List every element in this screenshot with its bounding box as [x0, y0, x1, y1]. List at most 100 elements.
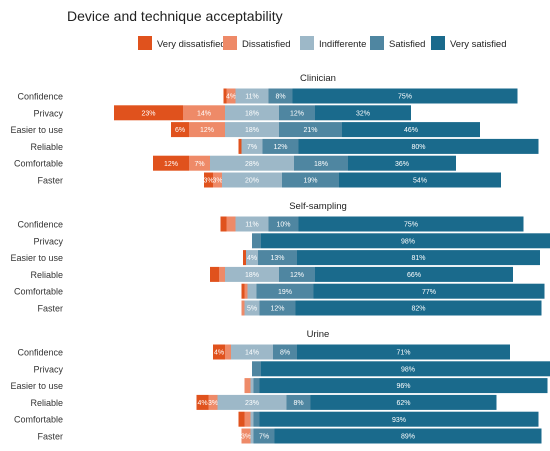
category-label-clinician-confidence: Confidence — [17, 92, 63, 102]
data-label-clinician-comfortable-satisfied: 18% — [314, 161, 328, 168]
bar-urine-comfortable-very-satisfied — [259, 411, 539, 427]
data-label-clinician-confidence-dissatisfied: 4% — [226, 94, 236, 101]
panel-title-urine: Urine — [307, 329, 330, 340]
data-label-self-sampling-comfortable-satisfied: 19% — [278, 289, 292, 296]
bar-clinician-confidence-indifferente — [235, 88, 269, 104]
category-label-clinician-faster: Faster — [37, 176, 63, 186]
data-label-self-sampling-easier-to-use-satisfied: 13% — [270, 255, 284, 262]
data-label-urine-privacy-very-satisfied: 98% — [401, 366, 415, 373]
category-label-clinician-comfortable: Comfortable — [14, 159, 63, 169]
bar-urine-privacy-satisfied — [252, 361, 261, 377]
bar-self-sampling-comfortable-indifferente — [247, 283, 257, 299]
bar-clinician-faster-very-dissatisfied — [204, 172, 213, 188]
category-label-self-sampling-faster: Faster — [37, 304, 63, 314]
data-label-clinician-faster-dissatisfied: 3% — [212, 178, 222, 185]
data-label-self-sampling-faster-satisfied: 12% — [270, 306, 284, 313]
bar-clinician-easier-to-use-dissatisfied — [189, 122, 225, 138]
bar-urine-comfortable-dissatisfied — [244, 411, 251, 427]
data-label-self-sampling-reliable-indifferente: 18% — [245, 272, 259, 279]
bar-clinician-privacy-dissatisfied — [183, 105, 225, 121]
data-label-clinician-easier-to-use-dissatisfied: 12% — [200, 127, 214, 134]
bar-urine-confidence-very-dissatisfied — [213, 344, 225, 360]
bar-urine-faster-very-satisfied — [274, 428, 542, 444]
legend-swatch-very-satisfied — [431, 36, 445, 50]
data-label-urine-faster-satisfied: 7% — [259, 434, 269, 441]
bar-self-sampling-confidence-dissatisfied — [226, 216, 236, 232]
data-label-urine-confidence-very-dissatisfied: 4% — [214, 350, 224, 357]
bar-self-sampling-easier-to-use-satisfied — [258, 250, 297, 266]
bar-clinician-reliable-very-dissatisfied — [238, 138, 242, 154]
bar-urine-reliable-very-satisfied — [310, 394, 497, 410]
category-label-self-sampling-confidence: Confidence — [17, 220, 63, 230]
legend-entry-very-dissatisfied: Very dissatisfied — [157, 39, 226, 50]
data-label-urine-reliable-very-satisfied: 62% — [396, 400, 410, 407]
bar-urine-reliable-dissatisfied — [208, 394, 218, 410]
legend-entry-dissatisfied: Dissatisfied — [242, 39, 291, 50]
bar-urine-easier-to-use-indifferente — [250, 378, 254, 394]
data-label-urine-confidence-satisfied: 8% — [280, 350, 290, 357]
data-label-clinician-privacy-indifferente: 18% — [245, 110, 259, 117]
data-label-clinician-confidence-satisfied: 8% — [275, 94, 285, 101]
data-label-clinician-faster-indifferente: 20% — [245, 178, 259, 185]
bar-clinician-easier-to-use-very-dissatisfied — [171, 122, 189, 138]
data-label-clinician-easier-to-use-very-satisfied: 46% — [404, 127, 418, 134]
bar-clinician-comfortable-satisfied — [294, 155, 348, 171]
data-label-clinician-comfortable-indifferente: 28% — [245, 161, 259, 168]
data-label-clinician-confidence-very-satisfied: 75% — [398, 94, 412, 101]
bar-self-sampling-easier-to-use-indifferente — [246, 250, 258, 266]
data-label-urine-comfortable-very-satisfied: 93% — [392, 417, 406, 424]
bar-self-sampling-confidence-very-satisfied — [298, 216, 524, 232]
bar-self-sampling-confidence-very-dissatisfied — [220, 216, 227, 232]
data-label-self-sampling-reliable-satisfied: 12% — [290, 272, 304, 279]
bar-urine-confidence-very-satisfied — [297, 344, 510, 360]
data-label-self-sampling-easier-to-use-indifferente: 4% — [247, 255, 257, 262]
panel-title-self-sampling: Self-sampling — [289, 201, 347, 212]
data-label-urine-faster-dissatisfied: 3% — [241, 434, 251, 441]
data-label-clinician-easier-to-use-very-dissatisfied: 6% — [175, 127, 185, 134]
bar-clinician-reliable-satisfied — [262, 138, 299, 154]
bar-clinician-confidence-satisfied — [268, 88, 293, 104]
bar-self-sampling-reliable-dissatisfied — [219, 266, 225, 282]
data-label-urine-reliable-very-dissatisfied: 4% — [197, 400, 207, 407]
category-label-urine-confidence: Confidence — [17, 348, 63, 358]
category-label-urine-comfortable: Comfortable — [14, 415, 63, 425]
bar-urine-comfortable-indifferente — [250, 411, 254, 427]
bar-clinician-privacy-satisfied — [279, 105, 315, 121]
bar-urine-faster-dissatisfied — [241, 428, 251, 444]
bar-urine-faster-satisfied — [253, 428, 275, 444]
category-label-urine-reliable: Reliable — [30, 398, 63, 408]
bar-urine-easier-to-use-very-satisfied — [259, 378, 548, 394]
bar-self-sampling-comfortable-dissatisfied — [244, 283, 248, 299]
data-label-clinician-faster-very-satisfied: 54% — [413, 178, 427, 185]
bar-clinician-comfortable-indifferente — [210, 155, 294, 171]
data-label-self-sampling-confidence-indifferente: 11% — [245, 222, 259, 229]
chart-title: Device and technique acceptability — [67, 8, 283, 24]
legend: Very dissatisfied Dissatisfied Indifferent… — [138, 36, 507, 50]
bar-clinician-reliable-very-satisfied — [298, 138, 539, 154]
bar-self-sampling-easier-to-use-very-dissatisfied — [243, 250, 246, 266]
panel-urine: Urine Confidence 4% 14% 8% 71% Privacy 98% Easie… — [10, 329, 550, 444]
data-label-urine-reliable-indifferente: 23% — [245, 400, 259, 407]
bar-clinician-faster-indifferente — [222, 172, 282, 188]
data-label-self-sampling-confidence-satisfied: 10% — [276, 222, 290, 229]
bar-clinician-easier-to-use-indifferente — [225, 122, 279, 138]
panel-title-clinician: Clinician — [300, 73, 336, 84]
bar-urine-easier-to-use-dissatisfied — [244, 378, 251, 394]
data-label-clinician-comfortable-very-satisfied: 36% — [395, 161, 409, 168]
bar-clinician-faster-very-satisfied — [339, 172, 501, 188]
legend-swatch-dissatisfied — [223, 36, 237, 50]
data-label-urine-reliable-dissatisfied: 3% — [208, 400, 218, 407]
legend-entry-indifferente: Indifferente — [319, 39, 366, 50]
data-label-clinician-faster-satisfied: 19% — [303, 178, 317, 185]
category-label-urine-faster: Faster — [37, 432, 63, 442]
bar-self-sampling-faster-dissatisfied — [241, 300, 245, 316]
bar-clinician-privacy-very-satisfied — [315, 105, 411, 121]
category-label-self-sampling-comfortable: Comfortable — [14, 287, 63, 297]
bar-self-sampling-confidence-satisfied — [268, 216, 299, 232]
data-label-urine-easier-to-use-very-satisfied: 96% — [396, 383, 410, 390]
legend-swatch-indifferente — [300, 36, 314, 50]
data-label-urine-faster-very-satisfied: 89% — [401, 434, 415, 441]
bar-clinician-confidence-very-satisfied — [292, 88, 518, 104]
